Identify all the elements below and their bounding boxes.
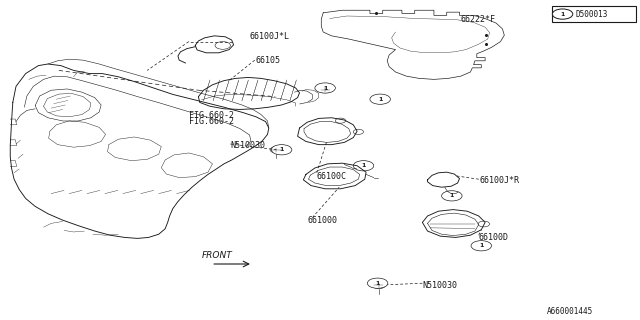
Text: D500013: D500013	[576, 10, 609, 19]
Text: 1: 1	[362, 163, 365, 168]
Circle shape	[353, 161, 374, 171]
Text: N510030: N510030	[230, 141, 266, 150]
Circle shape	[271, 145, 292, 155]
Text: 1: 1	[561, 12, 564, 17]
Text: 66105: 66105	[256, 56, 281, 65]
Circle shape	[471, 241, 492, 251]
Text: FRONT: FRONT	[202, 251, 232, 260]
Text: 1: 1	[323, 85, 327, 91]
Text: 661000: 661000	[307, 216, 337, 225]
Bar	[552, 6, 636, 22]
Circle shape	[370, 94, 390, 104]
Text: 66100C: 66100C	[317, 172, 347, 180]
Text: 1: 1	[479, 243, 483, 248]
Text: FIG.660-2: FIG.660-2	[189, 117, 234, 126]
Text: 1: 1	[280, 147, 284, 152]
Text: FIG.660-2: FIG.660-2	[189, 111, 234, 120]
Circle shape	[552, 9, 573, 19]
Text: N510030: N510030	[422, 281, 458, 290]
Text: 66222*F: 66222*F	[461, 15, 496, 24]
Text: 1: 1	[376, 281, 380, 286]
Text: 66100D: 66100D	[479, 233, 509, 242]
Text: 66100J*L: 66100J*L	[250, 32, 290, 41]
Text: 1: 1	[378, 97, 382, 102]
Text: 1: 1	[450, 193, 454, 198]
Text: A660001445: A660001445	[547, 307, 593, 316]
Text: 66100J*R: 66100J*R	[480, 176, 520, 185]
Circle shape	[442, 191, 462, 201]
Circle shape	[367, 278, 388, 288]
Circle shape	[315, 83, 335, 93]
